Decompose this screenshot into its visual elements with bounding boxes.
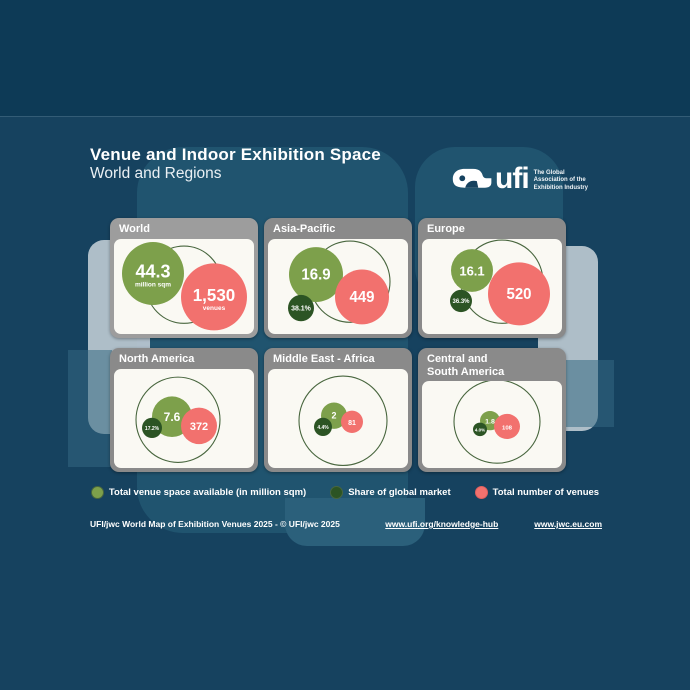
venue-space-value: 16.9 bbox=[301, 266, 330, 283]
bubble-chart: 16.1 520 36.3% bbox=[450, 238, 550, 325]
market-share-value: 17.2% bbox=[145, 425, 160, 431]
bubble-chart-card: 16.9 449 38.1% bbox=[268, 238, 408, 334]
bubble-chart: 2 81 4.4% bbox=[298, 375, 388, 466]
bubble-chart-card: 1.8 108 4.0% bbox=[422, 381, 562, 468]
bubble-chart-card: 16.1 520 36.3% bbox=[422, 238, 562, 334]
venues-value: 372 bbox=[190, 420, 208, 432]
venue-space-value: 44.3 bbox=[135, 261, 170, 281]
legend-label: Total number of venues bbox=[492, 487, 600, 498]
legend-item: Total number of venues bbox=[474, 486, 600, 499]
footer-link[interactable]: www.ufi.org/knowledge-hub bbox=[385, 519, 499, 529]
footer: UFI/jwc World Map of Exhibition Venues 2… bbox=[90, 519, 602, 529]
footer-links: www.ufi.org/knowledge-hub www.jwc.eu.com bbox=[385, 519, 602, 529]
legend-dot-icon bbox=[90, 486, 104, 499]
panel-north-america: North America 7.6 372 17.2% bbox=[110, 348, 258, 472]
venue-space-value: 7.6 bbox=[164, 409, 181, 423]
ufi-logo-text: ufi bbox=[495, 162, 530, 195]
venue-space-unit: million sqm bbox=[135, 281, 171, 288]
venues-value: 81 bbox=[348, 419, 356, 426]
legend-dot-icon bbox=[474, 486, 488, 499]
market-share-value: 4.0% bbox=[475, 427, 485, 432]
ufi-swoosh-icon bbox=[452, 168, 492, 188]
panel-central-and-south-america: Central and South America 1.8 108 4.0% bbox=[418, 348, 566, 472]
header: Venue and Indoor Exhibition Space World … bbox=[90, 145, 381, 183]
background-footer-tab bbox=[285, 498, 425, 546]
panel-title: Europe bbox=[427, 223, 465, 235]
legend-item: Share of global market bbox=[330, 486, 451, 499]
bubble-chart: 7.6 372 17.2% bbox=[135, 376, 221, 463]
ufi-logo-tagline: The Global Association of the Exhibition… bbox=[534, 166, 588, 193]
tagline-line: Exhibition Industry bbox=[533, 184, 588, 191]
page-subtitle: World and Regions bbox=[90, 165, 222, 182]
legend-label: Share of global market bbox=[348, 487, 451, 498]
bubble-chart-card: 44.3 million sqm 1,530 venues bbox=[114, 238, 254, 334]
panel-middle-east-africa: Middle East - Africa 2 81 4.4% bbox=[264, 348, 412, 472]
panel-title: Asia-Pacific bbox=[273, 223, 336, 235]
legend-label: Total venue space available (in million … bbox=[108, 487, 307, 498]
panel-title: Middle East - Africa bbox=[273, 353, 375, 365]
venue-space-value: 1.8 bbox=[485, 419, 495, 426]
background-teal-left bbox=[68, 350, 112, 467]
market-share-value: 38.1% bbox=[291, 305, 312, 312]
bubble-chart-card: 7.6 372 17.2% bbox=[114, 368, 254, 468]
panel-world: World 44.3 million sqm 1,530 venues bbox=[110, 218, 258, 338]
bubble-chart: 1.8 108 4.0% bbox=[453, 381, 541, 464]
ufi-logo: ufi The Global Association of the Exhibi… bbox=[449, 163, 588, 195]
market-share-value: 4.4% bbox=[317, 424, 329, 430]
bubble-chart-card: 2 81 4.4% bbox=[268, 368, 408, 468]
market-share-value: 36.3% bbox=[453, 298, 471, 304]
tagline-line: Association of the bbox=[533, 177, 586, 184]
footer-link[interactable]: www.jwc.eu.com bbox=[534, 519, 602, 529]
panel-asia-pacific: Asia-Pacific 16.9 449 38.1% bbox=[264, 218, 412, 338]
panel-europe: Europe 16.1 520 36.3% bbox=[418, 218, 566, 338]
venues-unit: venues bbox=[203, 305, 226, 312]
venues-value: 449 bbox=[349, 288, 374, 305]
copyright-text: UFI/jwc World Map of Exhibition Venues 2… bbox=[90, 519, 340, 529]
venues-value: 108 bbox=[502, 425, 513, 431]
background-teal-right bbox=[566, 360, 614, 427]
tagline-line: The Global bbox=[533, 169, 565, 176]
legend-item: Total venue space available (in million … bbox=[90, 486, 307, 499]
page-title: Venue and Indoor Exhibition Space bbox=[90, 145, 381, 164]
panel-title: North America bbox=[119, 353, 195, 365]
bubble-chart: 16.9 449 38.1% bbox=[288, 239, 391, 324]
legend-dot-icon bbox=[330, 486, 344, 499]
legend: Total venue space available (in million … bbox=[90, 486, 599, 499]
panel-title: Central and South America bbox=[427, 353, 505, 378]
region-panels-grid: World 44.3 million sqm 1,530 venues Asia-Paci… bbox=[110, 218, 566, 472]
venues-value: 1,530 bbox=[193, 284, 236, 304]
panel-title: World bbox=[119, 223, 150, 235]
venue-space-value: 2 bbox=[331, 410, 336, 420]
venues-value: 520 bbox=[506, 285, 531, 302]
venue-space-value: 16.1 bbox=[459, 263, 484, 278]
